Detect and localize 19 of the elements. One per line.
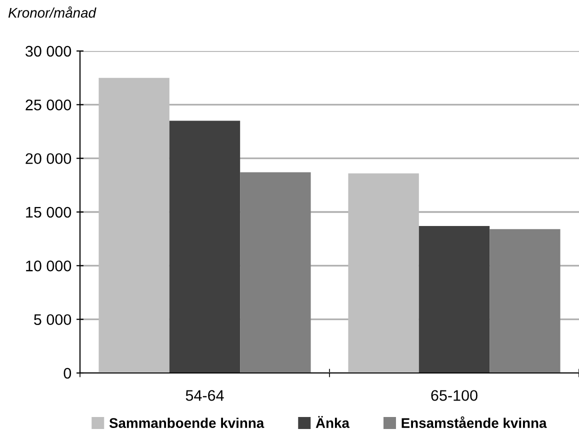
bar	[348, 173, 419, 373]
y-tick-label: 15 000	[26, 206, 72, 218]
x-tick-label: 54-64	[186, 390, 224, 401]
y-tick-label: 0	[64, 368, 72, 379]
bar	[98, 78, 170, 373]
y-axis-title: Kronor/månad	[8, 6, 96, 18]
x-tick-label: 65-100	[431, 390, 478, 401]
y-tick-label: 20 000	[26, 153, 72, 164]
legend-label: Änka	[316, 416, 350, 428]
bar	[418, 226, 490, 373]
y-tick-label: 30 000	[26, 46, 72, 57]
y-tick-label: 10 000	[26, 260, 72, 272]
bar	[240, 172, 311, 373]
bar	[169, 120, 240, 373]
bar	[490, 229, 560, 373]
legend-label: Ensamstående kvinna	[402, 416, 547, 428]
y-tick-label: 5 000	[34, 314, 72, 326]
legend-label: Sammanboende kvinna	[109, 418, 264, 428]
y-tick-label: 25 000	[26, 100, 72, 110]
